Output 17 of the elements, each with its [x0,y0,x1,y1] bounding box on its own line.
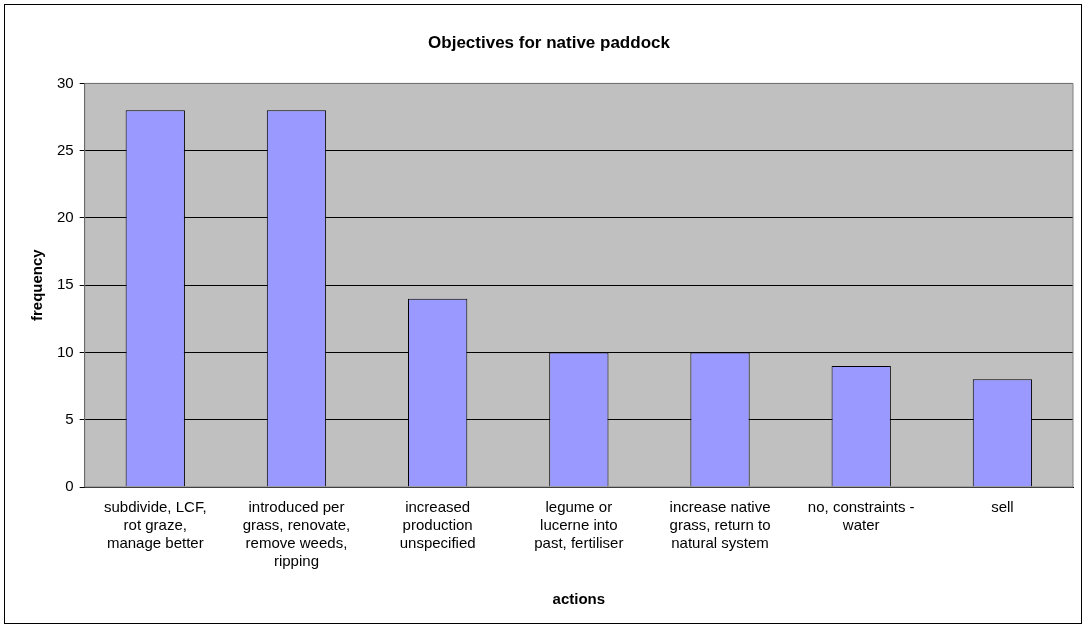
chart-title: Objectives for native paddock [428,32,671,52]
x-tick-label: legume or lucerne into past, fertiliser [534,498,624,552]
y-tick-label: 20 [57,208,74,226]
x-axis-title: actions [552,590,606,608]
x-tick-label: increased production unspecified [399,498,476,552]
y-axis-title: frequency [28,248,46,322]
x-tick-label: subdivide, LCF, rot graze, manage better [104,498,207,552]
y-tick-label: 25 [57,140,74,158]
y-tick-label: 30 [57,73,74,91]
y-tick-label: 5 [65,409,74,427]
x-tick-label: increase native grass, return to natural system [669,498,771,552]
x-tick-label: introduced per grass, renovate, remove weeds, ripping [242,498,351,570]
y-tick-label: 15 [57,275,74,293]
y-tick-label: 0 [65,477,74,495]
y-tick-label: 10 [57,342,74,360]
x-tick-label: no, constraints - water [807,498,915,534]
x-tick-label: sell [991,498,1014,516]
